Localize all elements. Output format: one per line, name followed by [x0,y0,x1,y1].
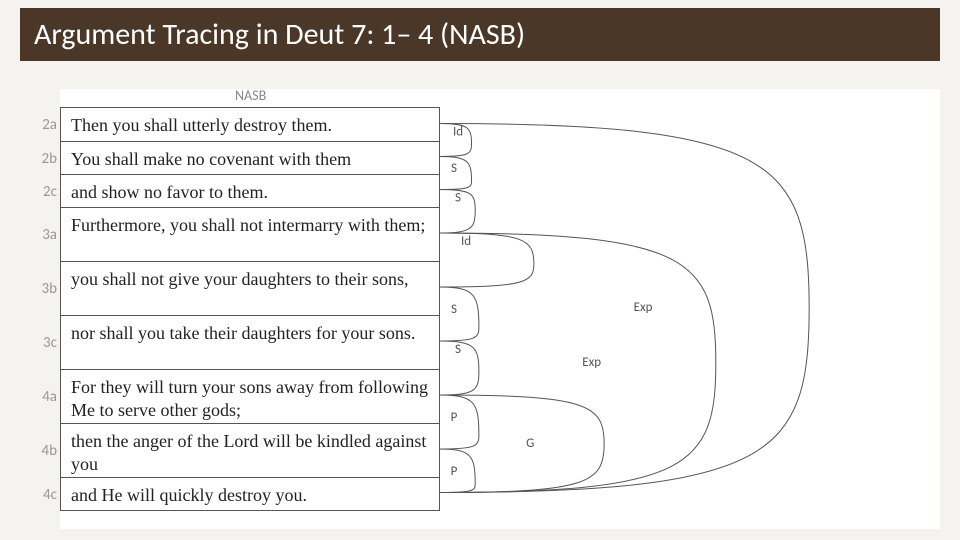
arc [440,395,604,493]
clause-text: Then you shall utterly destroy them. [61,108,439,141]
arc [440,449,475,493]
arc-label: P [451,464,458,479]
clause-row: 2cand show no favor to them. [61,174,439,207]
arc-label: Id [461,234,471,249]
verse-ref: 2c [29,183,57,201]
verse-ref: 4c [29,486,57,504]
clause-row: 2aThen you shall utterly destroy them. [61,108,439,141]
clause-text: nor shall you take their daughters for y… [61,316,439,369]
clause-row: 4bthen the anger of the Lord will be kin… [61,423,439,477]
arc [440,124,809,493]
arc-label: Id [453,125,463,140]
arc-label: Exp [582,355,601,370]
verse-ref: 3c [29,334,57,352]
verse-ref: 2b [29,150,57,168]
arc-label: Exp [634,300,653,315]
arc-diagram: IdSSIdSSPPGExpExp [440,107,940,527]
clause-row: 4aFor they will turn your sons away from… [61,369,439,423]
clause-row: 4cand He will quickly destroy you. [61,477,439,510]
arc-label: S [451,302,457,317]
arc-label: S [455,342,461,357]
arc [440,287,479,341]
arc-label: S [451,161,457,176]
clause-text: you shall not give your daughters to the… [61,262,439,315]
clause-text: and show no favor to them. [61,175,439,207]
clause-row: 3byou shall not give your daughters to t… [61,261,439,315]
arc [440,233,716,493]
arc [440,395,479,449]
clause-row: 3aFurthermore, you shall not intermarry … [61,207,439,261]
verse-ref: 3b [29,280,57,298]
clause-text: Furthermore, you shall not intermarry wi… [61,208,439,261]
clause-text: and He will quickly destroy you. [61,478,439,510]
clause-text: For they will turn your sons away from f… [61,370,439,423]
verse-ref: 4b [29,442,57,460]
clause-table: 2aThen you shall utterly destroy them.2b… [60,107,440,511]
title-text: Argument Tracing in Deut 7: 1– 4 (NASB) [34,16,525,53]
verse-ref: 2a [29,116,57,134]
page-title: Argument Tracing in Deut 7: 1– 4 (NASB) [20,8,940,61]
diagram: NASB 2aThen you shall utterly destroy th… [60,89,940,529]
arc [440,233,534,287]
clause-text: then the anger of the Lord will be kindl… [61,424,439,477]
clause-text: You shall make no covenant with them [61,142,439,174]
clause-row: 2bYou shall make no covenant with them [61,141,439,174]
arc-label: G [526,436,534,451]
arc-label: S [455,191,461,206]
verse-ref: 3a [29,226,57,244]
version-label: NASB [235,87,266,104]
arc-label: P [451,410,458,425]
verse-ref: 4a [29,388,57,406]
clause-row: 3cnor shall you take their daughters for… [61,315,439,369]
